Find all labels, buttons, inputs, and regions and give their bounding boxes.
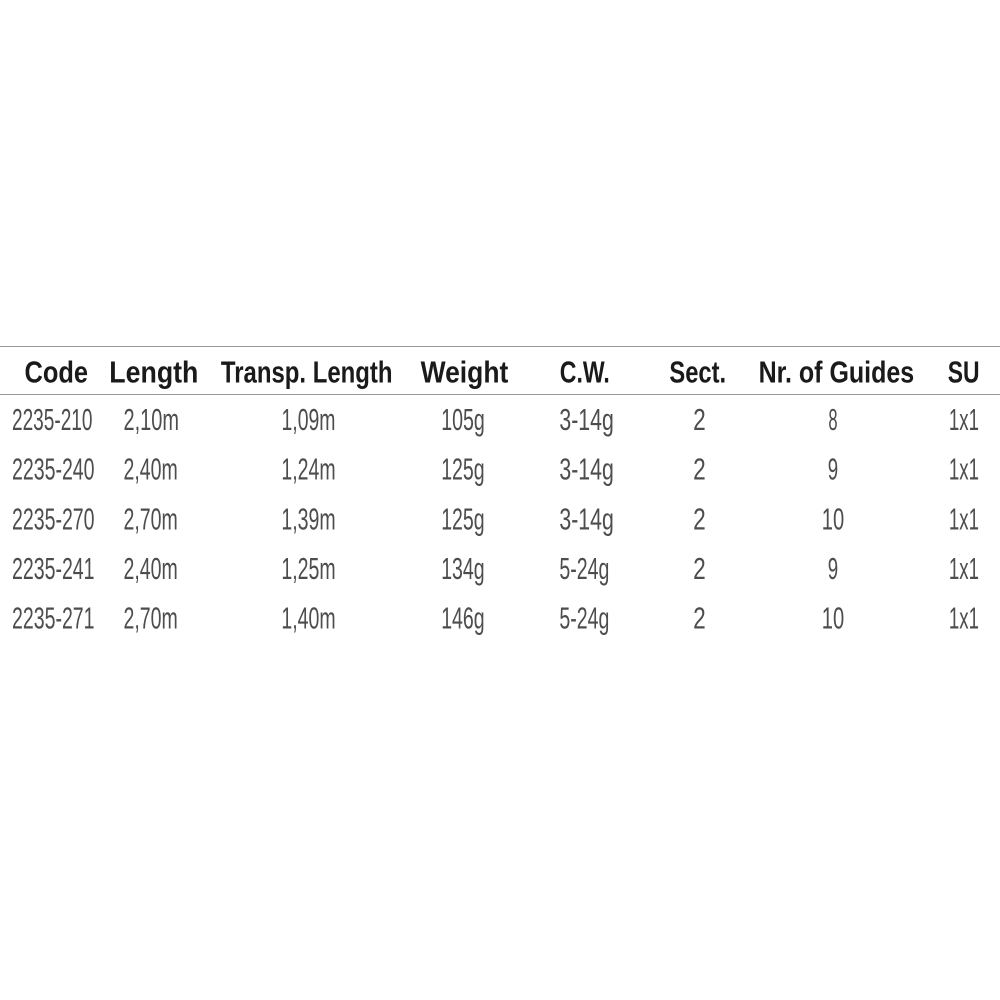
svg-text:2,40m: 2,40m	[124, 452, 178, 487]
svg-text:146g: 146g	[441, 601, 484, 636]
svg-text:Transp. Length: Transp. Length	[221, 355, 393, 390]
svg-text:10: 10	[822, 501, 844, 536]
svg-text:5-24g: 5-24g	[559, 551, 609, 586]
svg-text:2,70m: 2,70m	[124, 601, 178, 636]
svg-text:2235-210: 2235-210	[12, 402, 93, 437]
svg-text:2,10m: 2,10m	[124, 402, 180, 437]
svg-text:Length: Length	[109, 355, 198, 390]
svg-text:2235-241: 2235-241	[12, 551, 95, 586]
svg-text:9: 9	[828, 452, 838, 487]
svg-text:Weight: Weight	[421, 355, 509, 390]
svg-text:105g: 105g	[441, 402, 485, 437]
svg-text:2: 2	[693, 402, 706, 437]
svg-text:1,40m: 1,40m	[281, 601, 335, 636]
svg-text:1x1: 1x1	[949, 402, 979, 437]
svg-text:10: 10	[822, 601, 844, 636]
svg-text:1x1: 1x1	[949, 501, 979, 536]
svg-text:1x1: 1x1	[949, 601, 979, 636]
svg-text:9: 9	[828, 551, 838, 586]
svg-text:1x1: 1x1	[949, 452, 979, 487]
svg-text:2: 2	[693, 501, 706, 536]
svg-text:1x1: 1x1	[949, 551, 979, 586]
svg-text:SU: SU	[948, 355, 980, 390]
svg-text:2235-270: 2235-270	[12, 501, 95, 536]
svg-text:Nr. of Guides: Nr. of Guides	[759, 355, 915, 390]
svg-text:3-14g: 3-14g	[559, 501, 613, 536]
svg-text:3-14g: 3-14g	[559, 402, 613, 437]
svg-text:125g: 125g	[441, 452, 484, 487]
svg-text:2235-240: 2235-240	[12, 452, 95, 487]
svg-text:3-14g: 3-14g	[559, 452, 613, 487]
svg-text:1,25m: 1,25m	[281, 551, 335, 586]
svg-text:C.W.: C.W.	[560, 355, 610, 390]
svg-text:Sect.: Sect.	[669, 355, 726, 390]
svg-text:1,39m: 1,39m	[281, 501, 335, 536]
svg-text:Code: Code	[25, 355, 89, 390]
svg-text:2,40m: 2,40m	[124, 551, 178, 586]
svg-text:2: 2	[693, 452, 706, 487]
svg-text:2,70m: 2,70m	[124, 501, 178, 536]
svg-text:1,24m: 1,24m	[281, 452, 335, 487]
svg-text:2: 2	[693, 601, 706, 636]
svg-text:8: 8	[828, 402, 837, 437]
svg-text:1,09m: 1,09m	[282, 402, 336, 437]
svg-text:5-24g: 5-24g	[559, 601, 609, 636]
svg-text:2: 2	[693, 551, 706, 586]
svg-text:2235-271: 2235-271	[12, 601, 95, 636]
svg-text:125g: 125g	[441, 501, 484, 536]
svg-text:134g: 134g	[441, 551, 484, 586]
